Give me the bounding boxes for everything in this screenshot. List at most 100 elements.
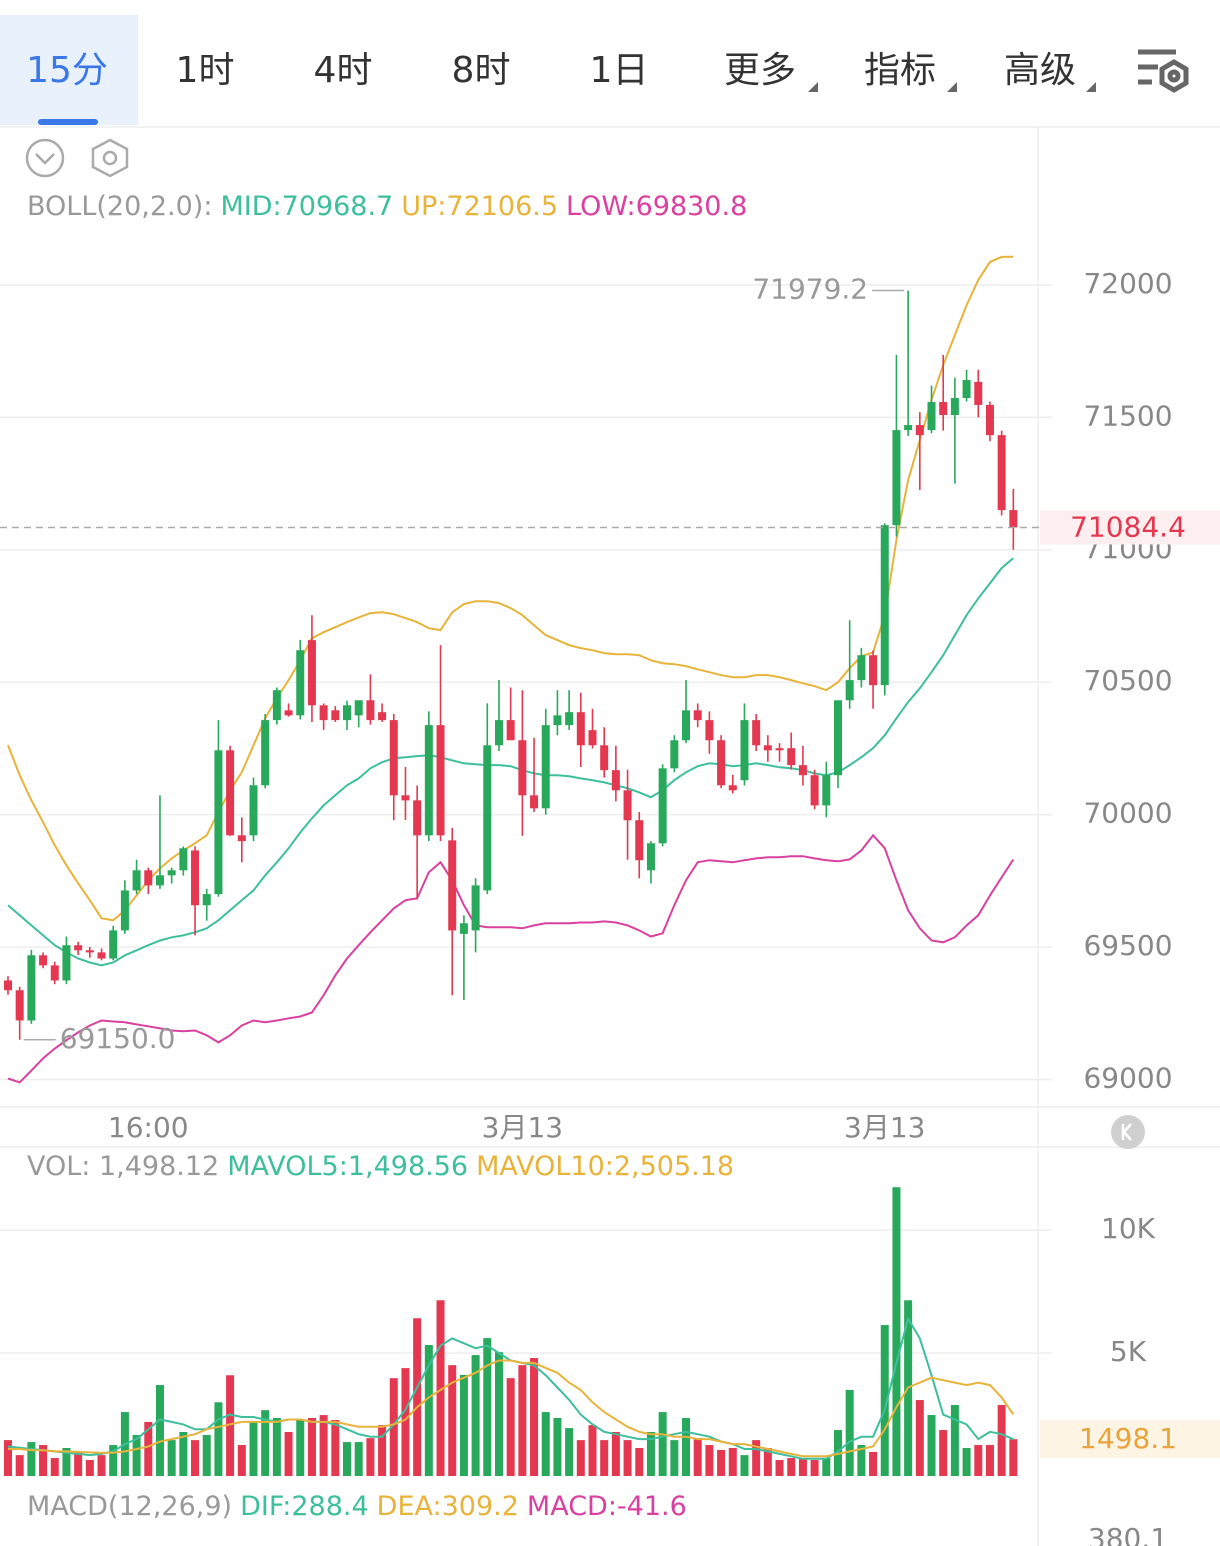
candle-body [261, 720, 270, 786]
price-pane: BOLL(20,2.0): MID:70968.7 UP:72106.5 LOW:69… [0, 191, 1220, 1144]
tab[interactable]: 1日 [590, 50, 649, 91]
volume-bar [15, 1455, 24, 1476]
volume-bar [950, 1404, 959, 1476]
volume-bar [307, 1418, 316, 1476]
candle-body [728, 785, 737, 791]
volume-bar [261, 1410, 270, 1476]
candle-body [775, 748, 784, 751]
candle-body [530, 795, 539, 809]
volume-bar [424, 1345, 433, 1476]
plot-area [4, 1187, 1018, 1476]
candle-body [845, 680, 854, 701]
volume-bar [413, 1318, 422, 1476]
collapse-icon[interactable] [25, 138, 65, 178]
tab[interactable]: 1时 [176, 50, 235, 91]
volume-bar [869, 1451, 878, 1476]
legend-entry: DIF:288.4 [240, 1491, 369, 1522]
volume-bar [179, 1432, 188, 1476]
candle-body [343, 705, 352, 721]
volume-bar [97, 1455, 106, 1476]
candle-body [85, 950, 94, 953]
candle-body [880, 525, 889, 686]
volume-bar [775, 1460, 784, 1476]
volume-bar [272, 1418, 281, 1476]
candle-body [214, 750, 223, 895]
volume-bar [132, 1434, 141, 1476]
boll-line [7, 833, 1015, 1084]
indicator-legend: BOLL(20,2.0): MID:70968.7 UP:72106.5 LOW:69… [27, 191, 747, 222]
volume-bar [576, 1440, 585, 1476]
x-tick-label: 3月13 [482, 1111, 563, 1144]
candle-body [413, 800, 422, 836]
volume-bar [927, 1415, 936, 1476]
volume-bar [553, 1418, 562, 1476]
volume-bar [167, 1440, 176, 1476]
volume-bar [436, 1300, 445, 1476]
candle-body [483, 745, 492, 891]
volume-bar [191, 1440, 200, 1476]
volume-bar [565, 1428, 574, 1476]
candle-body [109, 930, 118, 959]
candle-body [401, 795, 410, 801]
candle-body [810, 775, 819, 806]
high-label: 71979.2 [752, 272, 868, 305]
last-volume-tag [1040, 1420, 1220, 1459]
volume-bar [798, 1458, 807, 1476]
x-tick-label: 16:00 [108, 1111, 189, 1144]
volume-bar [518, 1365, 527, 1476]
candle-body [670, 740, 679, 769]
candle-body [62, 945, 71, 981]
tab[interactable]: 高级 [1004, 50, 1076, 91]
candle-body [249, 785, 258, 836]
candle-body [307, 640, 316, 706]
candle-body [27, 955, 36, 1021]
tab[interactable]: 8时 [452, 50, 511, 91]
volume-bar [752, 1440, 761, 1476]
tab[interactable]: 指标 [864, 50, 936, 91]
volume-bar [705, 1445, 714, 1476]
candle-body [646, 843, 655, 871]
candle-body [296, 650, 305, 716]
indicator-settings-icon[interactable] [91, 138, 129, 178]
candle-body [892, 430, 901, 526]
candle-body [576, 712, 585, 746]
candle-body [366, 700, 375, 721]
candle-body [74, 945, 83, 951]
active-tab-indicator [38, 119, 98, 125]
candle-body [939, 402, 948, 416]
volume-bar [249, 1421, 258, 1476]
candle-body [705, 720, 714, 741]
volume-bar [658, 1412, 667, 1476]
tab[interactable]: 4时 [314, 50, 373, 91]
candle-body [600, 745, 609, 771]
volume-bar [109, 1445, 118, 1476]
volume-pane: VOL: 1,498.12 MAVOL5:1,498.56 MAVOL10:2,50… [0, 1151, 1220, 1476]
volume-bar [27, 1442, 36, 1476]
scroll-latest-button[interactable] [1111, 1115, 1145, 1149]
candle-body [927, 402, 936, 431]
button-icon [1121, 1123, 1132, 1141]
legend-title: MACD(12,26,9) [27, 1491, 232, 1522]
candle-body [4, 980, 12, 991]
candle-body [518, 740, 527, 796]
interval-tabs: 15分 1时 4时 8时 1日 更多 指标 高级 [0, 15, 1076, 125]
volume-bar [144, 1421, 153, 1476]
candle-body [1009, 510, 1018, 528]
tab[interactable]: 15分 [26, 50, 108, 91]
last-price-label: 71084.4 [1070, 510, 1186, 543]
volume-bar [226, 1375, 235, 1476]
volume-bar [845, 1389, 854, 1476]
candle-body [378, 712, 387, 721]
y-tick-label: 70500 [1083, 664, 1172, 697]
icon-hex [91, 138, 129, 178]
volume-bar [915, 1400, 924, 1476]
macd-pane: MACD(12,26,9) DIF:288.4 DEA:309.2 MACD:-41.… [27, 1491, 1168, 1546]
settings-icon[interactable] [1138, 49, 1189, 93]
volume-bar [296, 1419, 305, 1476]
tab[interactable]: 更多 [724, 50, 796, 91]
candle-body [611, 770, 620, 791]
dropdown-arrow [808, 82, 818, 92]
candle-body [763, 745, 772, 751]
candle-body [553, 715, 562, 726]
